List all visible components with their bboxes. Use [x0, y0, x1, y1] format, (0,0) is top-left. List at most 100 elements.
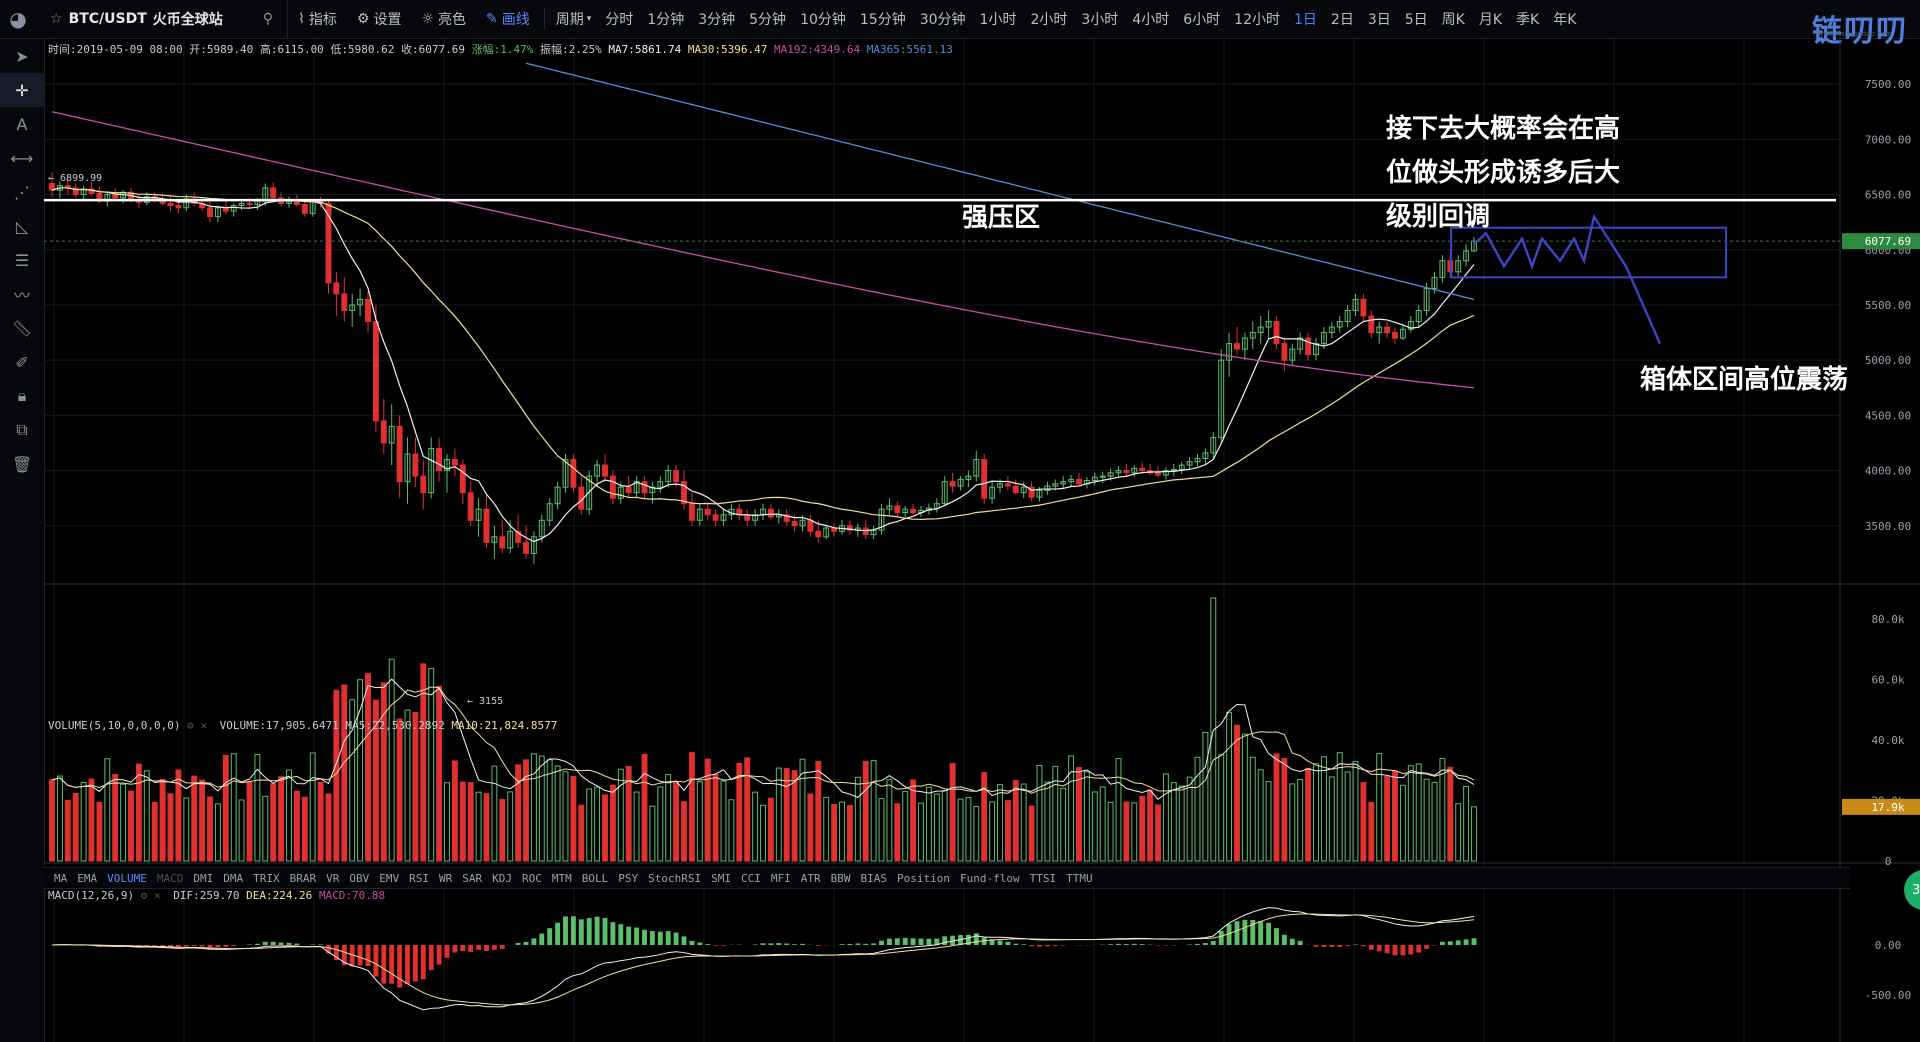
period-9[interactable]: 3小时 — [1081, 12, 1119, 28]
period-13[interactable]: 1日 — [1293, 12, 1317, 28]
indicator-tab-dma[interactable]: DMA — [223, 871, 244, 885]
period-6[interactable]: 30分钟 — [919, 12, 966, 28]
indicator-tab-roc[interactable]: ROC — [522, 871, 542, 885]
candle-body — [799, 519, 806, 527]
horizontal-line-tool-icon[interactable]: ⟷ — [10, 148, 34, 168]
period-15[interactable]: 3日 — [1367, 12, 1391, 28]
ruler-icon[interactable]: 📏︎ — [11, 318, 33, 338]
period-11[interactable]: 6小时 — [1183, 12, 1221, 28]
volume-bar — [554, 765, 561, 862]
candle-body — [807, 519, 814, 532]
cursor-arrow-icon[interactable]: ➤ — [15, 46, 29, 66]
indicator-tab-trix[interactable]: TRIX — [253, 871, 280, 885]
volume-bar — [846, 804, 853, 862]
volume-close-icon[interactable]: ✕ — [200, 719, 207, 732]
indicator-tab-rsi[interactable]: RSI — [409, 871, 429, 885]
candle-body — [933, 503, 940, 509]
volume-bar — [815, 760, 822, 862]
app-logo-icon[interactable]: ◕ — [9, 7, 27, 31]
period-17[interactable]: 周K — [1441, 12, 1465, 28]
trend-line-tool-icon[interactable]: ⋰ — [14, 182, 30, 202]
candle-body — [1170, 468, 1177, 472]
period-16[interactable]: 5日 — [1404, 12, 1428, 28]
candle-body — [1068, 478, 1075, 483]
indicator-button[interactable]: ⌇ 指标 — [288, 0, 347, 38]
text-tool-icon[interactable]: A — [16, 114, 28, 134]
period-18[interactable]: 月K — [1478, 12, 1503, 28]
period-8[interactable]: 2小时 — [1030, 12, 1068, 28]
parallel-lines-tool-icon[interactable]: ☰ — [14, 250, 30, 270]
candle-body — [594, 464, 601, 477]
light-theme-button[interactable]: ☼ 亮色 — [411, 0, 476, 38]
indicator-tab-fund-flow[interactable]: Fund-flow — [959, 871, 1020, 885]
indicator-tab-bbw[interactable]: BBW — [830, 871, 851, 885]
volume-bar — [1147, 789, 1154, 862]
crosshair-icon[interactable]: ✛ — [0, 73, 44, 107]
search-icon[interactable]: ⚲ — [262, 11, 274, 27]
period-14[interactable]: 2日 — [1330, 12, 1354, 28]
indicator-tab-smi[interactable]: SMI — [711, 871, 731, 885]
indicator-tab-position[interactable]: Position — [896, 871, 950, 885]
indicator-tab-boll[interactable]: BOLL — [581, 871, 609, 885]
period-2[interactable]: 3分钟 — [698, 12, 736, 28]
indicator-tab-sar[interactable]: SAR — [462, 871, 483, 885]
indicator-tab-obv[interactable]: OBV — [349, 871, 370, 885]
candle-body — [878, 508, 885, 531]
candlestick-series — [49, 172, 1477, 564]
macd-settings-icon[interactable]: ⚙ — [140, 889, 148, 902]
period-3[interactable]: 5分钟 — [749, 12, 787, 28]
macd-value: MACD:70.88 — [318, 889, 386, 902]
indicator-tab-mtm[interactable]: MTM — [551, 871, 572, 885]
indicator-tab-bias[interactable]: BIAS — [860, 871, 887, 885]
indicator-tab-ma[interactable]: MA — [54, 871, 68, 885]
indicator-tab-wr[interactable]: WR — [439, 871, 453, 885]
triangle-tool-icon[interactable]: ◺ — [15, 216, 29, 236]
indicator-tab-kdj[interactable]: KDJ — [492, 871, 512, 885]
volume-settings-icon[interactable]: ⚙ — [187, 719, 194, 732]
candle-body — [1107, 472, 1114, 477]
period-1[interactable]: 1分钟 — [647, 12, 685, 28]
indicator-tab-dmi[interactable]: DMI — [193, 871, 214, 885]
period-20[interactable]: 年K — [1553, 12, 1577, 28]
symbol-selector[interactable]: ☆ BTC/USDT 火币全球站 ⚲ — [36, 0, 289, 38]
candle-body — [538, 519, 545, 538]
info-close: 收:6077.69 — [401, 43, 466, 56]
indicator-tab-ttmu[interactable]: TTMU — [1066, 871, 1093, 885]
period-7[interactable]: 1小时 — [979, 12, 1017, 28]
settings-button[interactable]: ⚙ 设置 — [347, 0, 412, 38]
period-19[interactable]: 季K — [1516, 12, 1540, 28]
right-floating-badge[interactable]: 32 — [1904, 870, 1920, 910]
draw-line-button[interactable]: ✎ 画线 — [476, 0, 540, 38]
lock-icon[interactable]: 🔒︎ — [17, 386, 27, 405]
indicator-tab-stochrsi[interactable]: StochRSI — [648, 871, 702, 885]
indicator-tab-atr[interactable]: ATR — [800, 871, 821, 885]
indicator-tab-ttsi[interactable]: TTSI — [1029, 871, 1057, 885]
period-4[interactable]: 10分钟 — [800, 12, 846, 28]
indicator-tab-cci[interactable]: CCI — [740, 871, 761, 885]
period-0[interactable]: 分时 — [605, 12, 634, 28]
candle-body — [72, 187, 79, 196]
period-10[interactable]: 4小时 — [1132, 12, 1170, 28]
candle-body — [325, 202, 332, 284]
trash-icon[interactable]: 🗑︎ — [11, 454, 33, 474]
macd-close-icon[interactable]: ✕ — [153, 889, 161, 902]
indicator-tab-macd[interactable]: MACD — [156, 871, 184, 885]
candle-body — [444, 459, 450, 472]
favorite-star-icon[interactable]: ☆ — [50, 11, 63, 27]
period-5[interactable]: 15分钟 — [859, 12, 906, 28]
indicator-tab-volume[interactable]: VOLUME — [107, 871, 147, 885]
visibility-icon[interactable]: ⧉ — [16, 420, 28, 439]
wave-tool-icon[interactable]: 〰 — [13, 286, 30, 305]
indicator-tab-mfi[interactable]: MFI — [770, 871, 791, 885]
toolbar-divider — [543, 8, 545, 30]
indicator-tab-vr[interactable]: VR — [326, 871, 340, 885]
indicator-tab-emv[interactable]: EMV — [379, 871, 400, 885]
period-dropdown[interactable]: 周期 ▾ — [549, 0, 599, 38]
indicator-tab-brar[interactable]: BRAR — [289, 871, 317, 885]
brush-icon[interactable]: ✐ — [15, 352, 29, 372]
candle-body — [641, 481, 648, 494]
kline-chart[interactable]: 7500.007000.006500.006000.005500.005000.… — [44, 39, 1920, 1042]
indicator-tab-psy[interactable]: PSY — [618, 871, 639, 885]
period-12[interactable]: 12小时 — [1234, 12, 1280, 28]
indicator-tab-ema[interactable]: EMA — [77, 871, 98, 885]
